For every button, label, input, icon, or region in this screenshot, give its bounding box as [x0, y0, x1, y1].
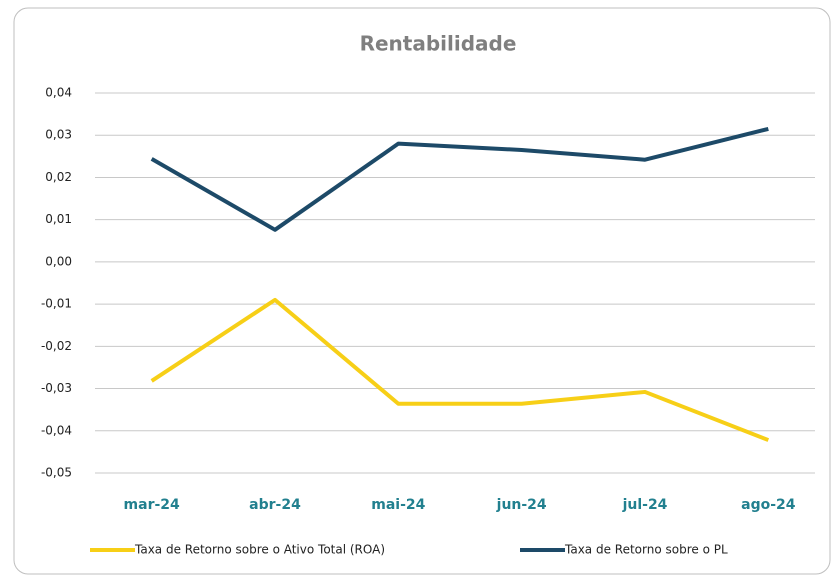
x-tick-label: ago-24 — [741, 497, 796, 513]
y-tick-label: 0,03 — [45, 128, 72, 142]
y-tick-label: -0,05 — [41, 466, 72, 480]
y-tick-label: -0,04 — [41, 423, 72, 437]
x-tick-label: mar-24 — [124, 497, 180, 513]
x-tick-label: jun-24 — [496, 497, 547, 513]
y-tick-label: 0,00 — [45, 254, 72, 268]
legend-label: Taxa de Retorno sobre o PL — [564, 543, 728, 557]
x-tick-label: mai-24 — [371, 497, 425, 513]
x-tick-label: abr-24 — [249, 497, 301, 513]
y-tick-label: 0,02 — [45, 170, 72, 184]
legend-label: Taxa de Retorno sobre o Ativo Total (ROA… — [134, 543, 385, 557]
y-tick-label: -0,02 — [41, 339, 72, 353]
chart-frame — [13, 7, 831, 575]
x-tick-label: jul-24 — [622, 497, 668, 513]
y-tick-label: 0,01 — [45, 212, 72, 226]
y-tick-label: -0,03 — [41, 381, 72, 395]
y-tick-label: -0,01 — [41, 297, 72, 311]
y-tick-label: 0,04 — [45, 86, 72, 100]
chart-title: Rentabilidade — [360, 32, 517, 56]
series-line — [150, 126, 769, 232]
series-line — [150, 297, 770, 442]
